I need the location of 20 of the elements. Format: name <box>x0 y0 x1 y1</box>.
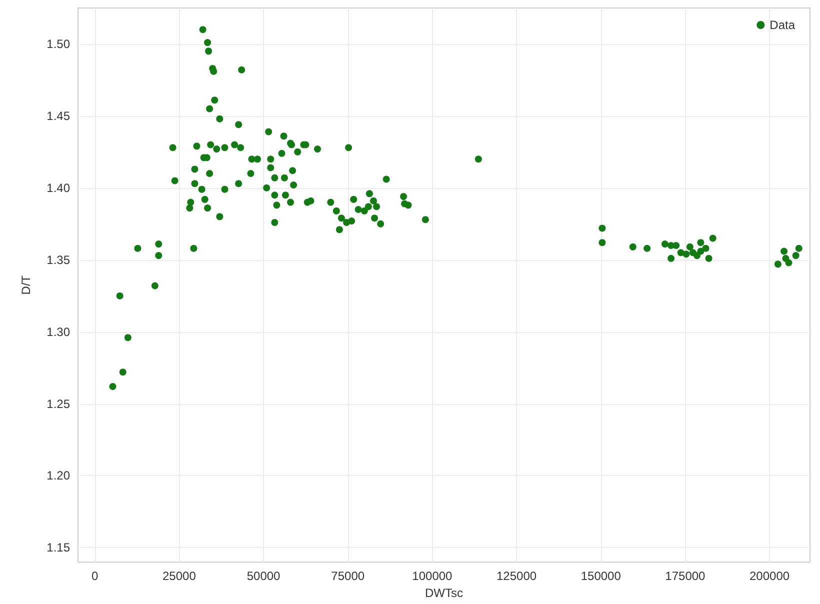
y-tick-label: 1.45 <box>46 108 70 123</box>
y-tick-label: 1.20 <box>46 468 70 483</box>
y-tick-label: 1.50 <box>46 36 70 51</box>
x-tick-label: 0 <box>92 569 99 584</box>
x-tick-label: 50000 <box>246 569 281 584</box>
y-tick-label: 1.35 <box>46 252 70 267</box>
y-tick-label: 1.30 <box>46 324 70 339</box>
x-tick-label: 100000 <box>412 569 453 584</box>
y-axis-title: D/T <box>19 274 33 295</box>
x-tick-label: 150000 <box>580 569 622 584</box>
y-tick-label: 1.25 <box>46 396 70 411</box>
x-tick-label: 125000 <box>496 569 537 584</box>
x-tick-label: 25000 <box>162 569 196 584</box>
legend-label: Data <box>770 18 796 32</box>
y-tick-label: 1.40 <box>46 180 70 195</box>
y-tick-label: 1.15 <box>46 540 70 555</box>
x-axis-title: DWTsc <box>425 586 463 600</box>
x-tick-label: 175000 <box>665 569 706 584</box>
x-tick-label: 200000 <box>749 569 790 584</box>
x-tick-label: 75000 <box>331 569 365 584</box>
